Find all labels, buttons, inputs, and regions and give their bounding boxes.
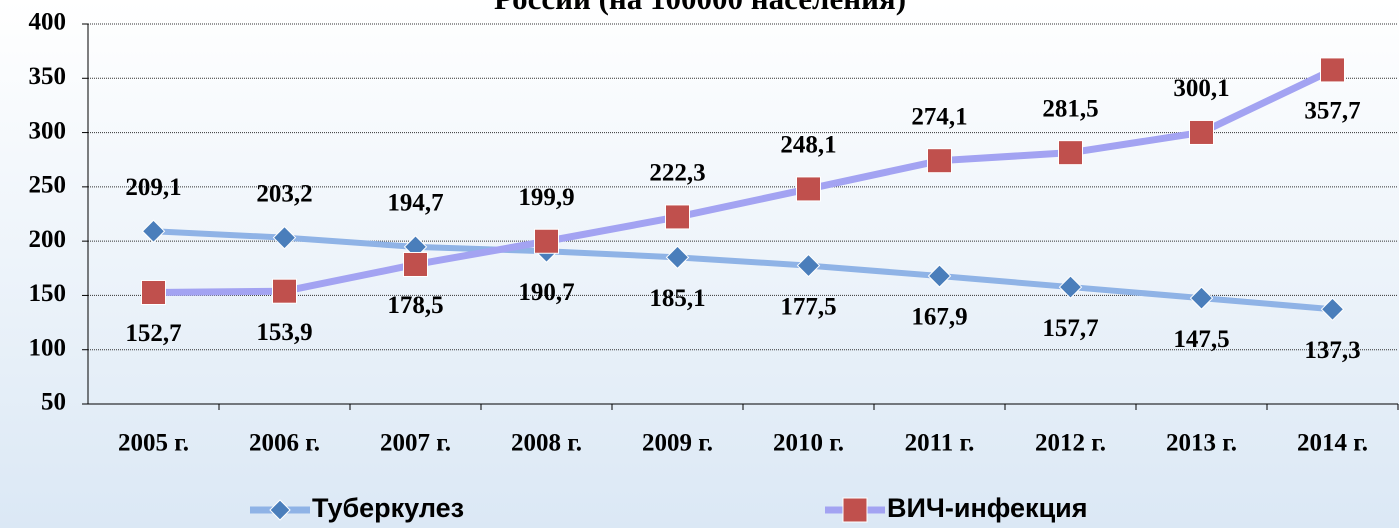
point [665, 245, 690, 270]
point [927, 264, 952, 288]
x-tick-label: 2014 г. [1297, 430, 1368, 457]
data-label: 157,7 [1042, 315, 1098, 342]
legend-label: Туберкулез [312, 493, 464, 523]
point [1058, 140, 1083, 166]
data-label: 222,3 [649, 160, 705, 187]
y-tick-label: 400 [29, 9, 67, 36]
point [403, 251, 428, 277]
data-label: 190,7 [518, 279, 574, 306]
data-label: 281,5 [1042, 95, 1098, 122]
y-tick-label: 350 [29, 63, 67, 90]
data-label: 300,1 [1173, 75, 1229, 102]
data-label: 357,7 [1304, 98, 1360, 125]
data-label: 167,9 [911, 304, 967, 331]
y-tick-label: 100 [29, 334, 67, 361]
point [927, 148, 952, 174]
data-label: 203,2 [256, 180, 312, 207]
point [272, 278, 297, 304]
x-tick-label: 2005 г. [118, 430, 189, 457]
data-label: 248,1 [780, 132, 836, 159]
y-tick-label: 150 [29, 280, 67, 307]
data-label: 178,5 [387, 292, 443, 319]
x-tick-label: 2006 г. [249, 430, 320, 457]
series-line [153, 66, 1335, 296]
data-label: 152,7 [125, 320, 181, 347]
x-tick-label: 2011 г. [905, 430, 975, 457]
data-label: 137,3 [1304, 337, 1360, 364]
legend-marker [269, 499, 291, 521]
chart-title: России (на 100000 населения) [494, 0, 906, 16]
legend-label: ВИЧ-инфекция [887, 493, 1088, 523]
x-tick-label: 2010 г. [773, 430, 844, 457]
data-label: 274,1 [911, 103, 967, 130]
data-label: 194,7 [387, 190, 443, 217]
point [1189, 119, 1214, 145]
data-label: 147,5 [1173, 326, 1229, 353]
y-tick-label: 300 [29, 117, 67, 144]
data-label: 153,9 [256, 319, 312, 346]
point [796, 253, 821, 278]
point [272, 225, 297, 250]
y-tick-label: 50 [41, 389, 66, 416]
point [1320, 57, 1345, 83]
x-tick-label: 2012 г. [1035, 430, 1106, 457]
point [141, 279, 166, 305]
point [1320, 297, 1345, 321]
data-label: 209,1 [125, 174, 181, 201]
y-tick-label: 200 [29, 226, 67, 253]
data-label: 185,1 [649, 285, 705, 312]
point [1058, 275, 1083, 299]
series-line [153, 228, 1333, 313]
x-tick-label: 2008 г. [511, 430, 582, 457]
y-tick-label: 250 [29, 172, 67, 199]
point [796, 176, 821, 202]
data-label: 199,9 [518, 184, 574, 211]
legend-marker [842, 497, 868, 523]
data-label: 177,5 [780, 293, 836, 320]
point [1189, 286, 1214, 310]
x-tick-label: 2007 г. [380, 430, 451, 457]
point [141, 219, 166, 243]
point [534, 228, 559, 254]
x-tick-label: 2009 г. [642, 430, 713, 457]
x-tick-label: 2013 г. [1166, 430, 1237, 457]
point [665, 204, 690, 230]
